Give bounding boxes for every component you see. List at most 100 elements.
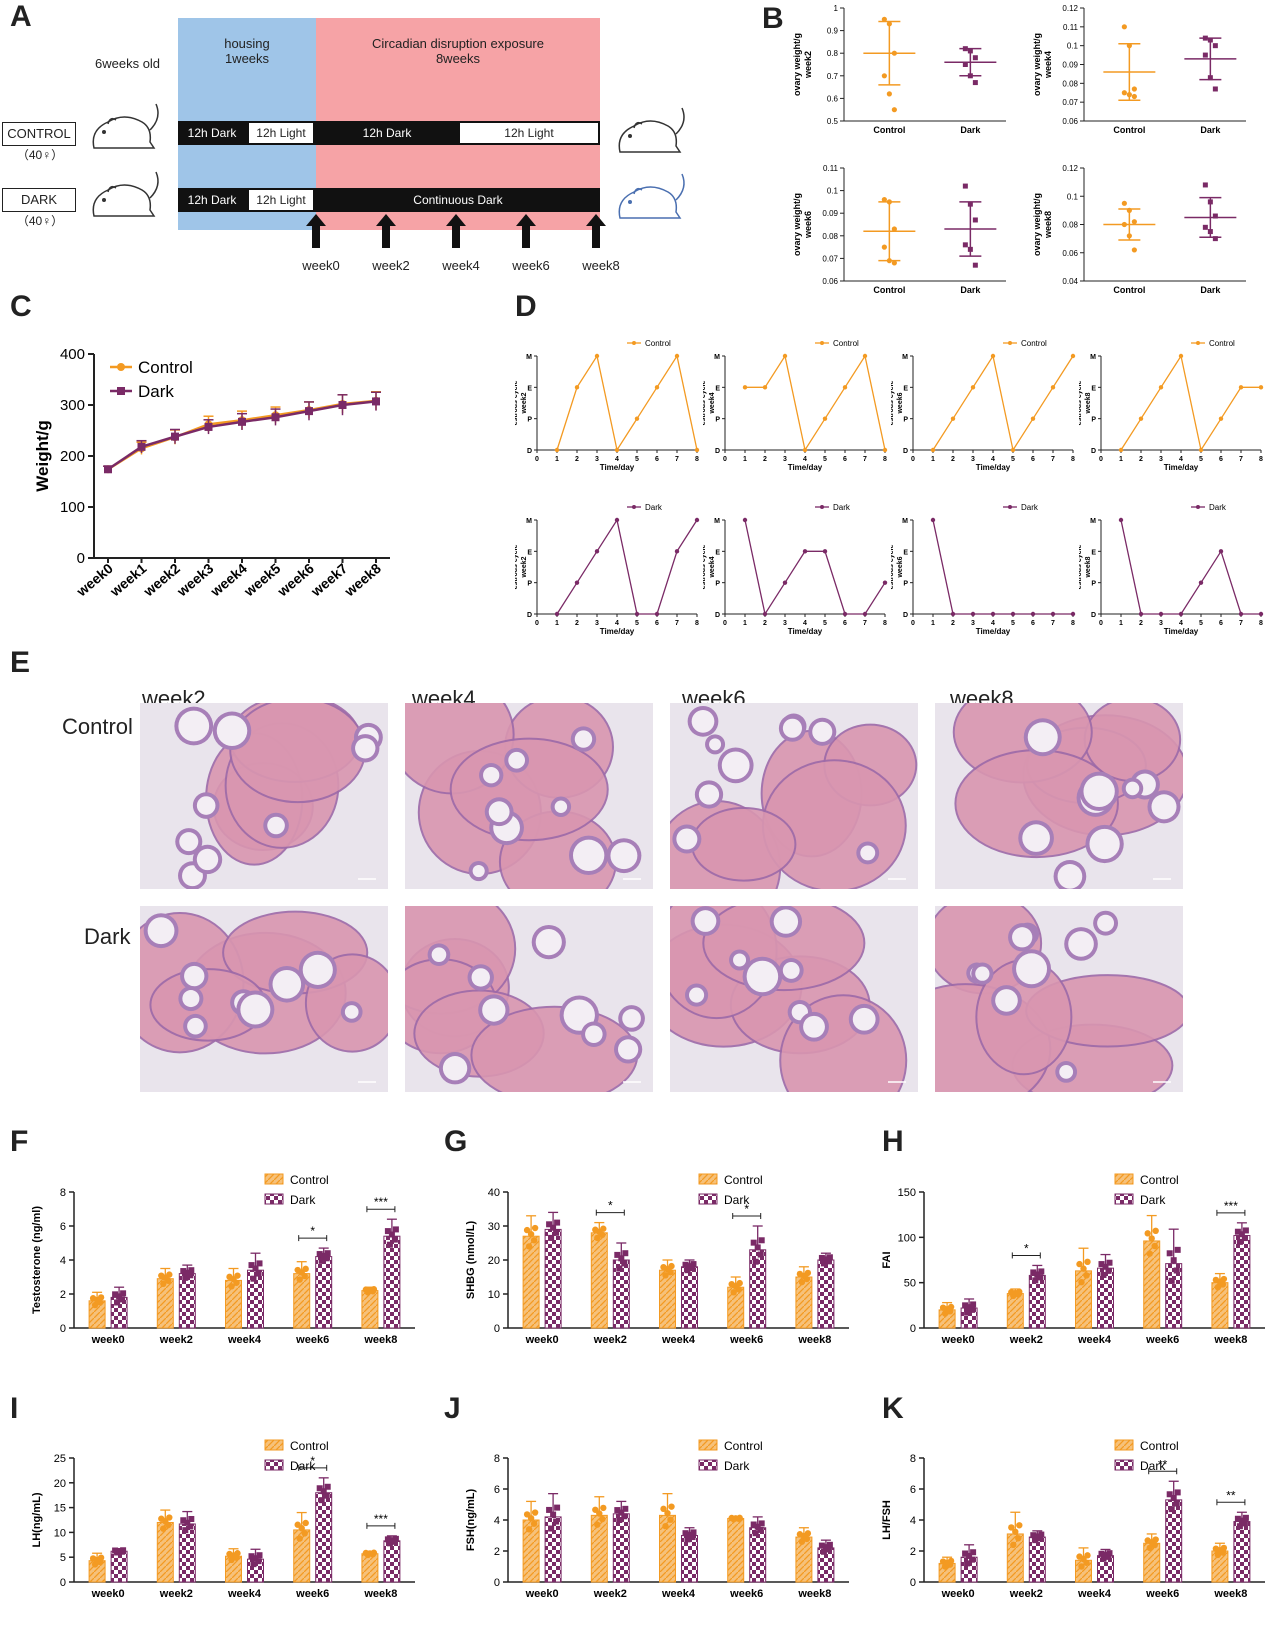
data-point xyxy=(386,1241,393,1248)
data-point xyxy=(1034,1533,1041,1540)
y-tick-label: E xyxy=(903,385,908,392)
x-axis-label: Time/day xyxy=(600,463,635,472)
x-tick-label: week5 xyxy=(240,560,283,600)
legend-label: Control xyxy=(833,339,859,348)
y-tick-label: 0.08 xyxy=(822,232,838,241)
y-tick-label: 0.11 xyxy=(823,164,839,173)
x-tick-label: week1 xyxy=(106,560,149,600)
data-point xyxy=(1126,207,1132,213)
follicle-lumen xyxy=(267,816,285,835)
data-point xyxy=(972,217,978,223)
week-label: week8 xyxy=(582,258,620,273)
y-axis-label-line: estrous cycle xyxy=(515,545,519,590)
data-point xyxy=(970,1301,977,1308)
sig-label: * xyxy=(1024,1241,1029,1255)
y-axis-label: estrous cycleweek4 xyxy=(703,381,716,426)
data-point xyxy=(634,611,640,617)
bar xyxy=(817,1259,835,1329)
x-tick-label: week2 xyxy=(159,1588,193,1600)
y-tick-label: D xyxy=(1091,612,1096,619)
y-axis-label-line: ovary weight/g xyxy=(792,193,802,256)
y-tick-label: 0.06 xyxy=(1062,117,1078,126)
data-point xyxy=(742,385,748,390)
data-point xyxy=(316,1485,323,1492)
y-tick-label: 100 xyxy=(60,499,85,516)
histology-image xyxy=(935,906,1183,1092)
data-point xyxy=(316,1251,323,1258)
y-tick-label: 0.7 xyxy=(827,72,839,81)
x-tick-label: Dark xyxy=(1200,125,1221,135)
data-point xyxy=(967,73,973,79)
panel-label-h: H xyxy=(882,1125,904,1158)
follicle-lumen xyxy=(554,800,568,813)
y-axis-label-line: week6 xyxy=(897,392,904,414)
data-point xyxy=(1100,1555,1107,1562)
histo-row-label: Dark xyxy=(84,924,131,949)
y-tick-label: P xyxy=(903,581,908,588)
data-point xyxy=(825,1546,832,1553)
y-tick-label: D xyxy=(903,448,908,455)
bar xyxy=(544,1228,562,1329)
data-point xyxy=(782,580,788,585)
follicle-lumen xyxy=(240,994,271,1025)
data-point xyxy=(1038,1531,1045,1538)
data-point xyxy=(972,80,978,86)
follicle-lumen xyxy=(1097,914,1115,932)
legend-label: Dark xyxy=(1140,1193,1166,1207)
data-point xyxy=(1070,353,1076,359)
data-point xyxy=(1168,1506,1175,1513)
data-point xyxy=(1202,182,1208,188)
dark-housing-dark: 12h Dark xyxy=(187,193,237,207)
y-tick-label: P xyxy=(527,417,532,424)
data-point xyxy=(596,1228,603,1235)
data-point xyxy=(250,1275,257,1282)
chart-lh: 0 5 10 15 20 25 LH(ng/mL) week0 week2 week4 week6 w… xyxy=(31,1439,415,1600)
x-tick-label: 2 xyxy=(1139,620,1143,627)
chart-estrous-dark-week4: D P E M 0 1 2 3 4 5 6 7 8 Time/day estrous cycleweek4 D… xyxy=(703,503,888,636)
x-tick-label: 5 xyxy=(635,456,639,463)
y-tick-label: 0.1 xyxy=(827,187,839,196)
data-point xyxy=(182,1274,189,1281)
data-point xyxy=(594,1521,601,1528)
data-point xyxy=(886,21,892,27)
tissue-lobe xyxy=(449,737,609,842)
x-tick-label: week8 xyxy=(1213,1588,1247,1600)
follicle-lumen xyxy=(773,909,799,934)
data-point xyxy=(1152,1227,1159,1235)
x-tick-label: 6 xyxy=(843,620,847,627)
follicle-lumen xyxy=(574,730,593,748)
histology-icon xyxy=(935,906,1183,1092)
follicle-lumen xyxy=(746,960,779,993)
histology-icon xyxy=(405,906,653,1092)
data-point xyxy=(594,549,600,554)
y-tick-label: 10 xyxy=(488,1289,500,1301)
follicle-lumen xyxy=(698,784,720,805)
data-point xyxy=(162,1274,169,1281)
data-point xyxy=(664,1265,671,1273)
data-point xyxy=(1212,86,1218,92)
data-point xyxy=(527,1514,535,1522)
data-point xyxy=(754,1523,761,1530)
x-tick-label: week0 xyxy=(941,1588,975,1600)
data-point xyxy=(137,442,146,451)
bar xyxy=(1233,1521,1251,1583)
x-tick-label: 8 xyxy=(695,620,699,627)
data-point xyxy=(750,1239,757,1246)
y-tick-label: 2 xyxy=(494,1546,500,1558)
data-point xyxy=(1078,1563,1085,1570)
data-point xyxy=(1151,1242,1158,1250)
data-point xyxy=(891,107,897,113)
data-point xyxy=(1037,1274,1044,1281)
data-point xyxy=(1146,1250,1153,1257)
follicle-lumen xyxy=(488,801,510,823)
data-point xyxy=(1173,1267,1180,1274)
follicle-lumen xyxy=(1027,722,1058,753)
data-point xyxy=(1178,353,1184,359)
series-line xyxy=(1120,519,1261,615)
y-axis-label-line: estrous cycle xyxy=(891,545,895,590)
data-point xyxy=(822,1544,829,1551)
data-point xyxy=(1131,219,1137,225)
x-tick-label: 1 xyxy=(931,456,935,463)
data-point xyxy=(1170,1494,1177,1501)
x-tick-label: week2 xyxy=(140,560,183,600)
